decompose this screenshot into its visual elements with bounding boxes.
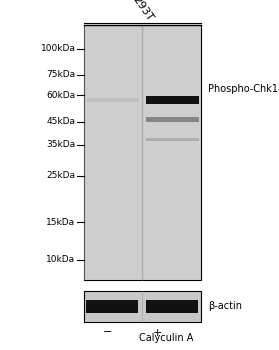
Bar bbox=[86, 300, 138, 313]
Bar bbox=[146, 138, 199, 141]
Text: +: + bbox=[153, 328, 162, 337]
Text: 45kDa: 45kDa bbox=[46, 117, 75, 126]
Bar bbox=[144, 25, 201, 280]
Text: Calyculin A: Calyculin A bbox=[139, 333, 193, 343]
Bar bbox=[146, 118, 199, 122]
Bar bbox=[86, 98, 139, 102]
Bar bbox=[84, 25, 141, 280]
Text: 25kDa: 25kDa bbox=[46, 171, 75, 180]
Text: 100kDa: 100kDa bbox=[40, 44, 75, 53]
Text: Phospho-Chk1-S280: Phospho-Chk1-S280 bbox=[208, 84, 279, 94]
Bar bbox=[84, 25, 201, 280]
Bar bbox=[146, 96, 199, 104]
Bar bbox=[84, 290, 201, 322]
Text: 35kDa: 35kDa bbox=[46, 140, 75, 149]
Text: 10kDa: 10kDa bbox=[46, 255, 75, 264]
Text: 15kDa: 15kDa bbox=[46, 218, 75, 227]
Text: 293T: 293T bbox=[130, 0, 154, 23]
Text: 60kDa: 60kDa bbox=[46, 91, 75, 100]
Bar bbox=[146, 300, 198, 313]
Text: −: − bbox=[103, 328, 112, 337]
Text: 75kDa: 75kDa bbox=[46, 70, 75, 79]
Text: β-actin: β-actin bbox=[208, 301, 242, 311]
